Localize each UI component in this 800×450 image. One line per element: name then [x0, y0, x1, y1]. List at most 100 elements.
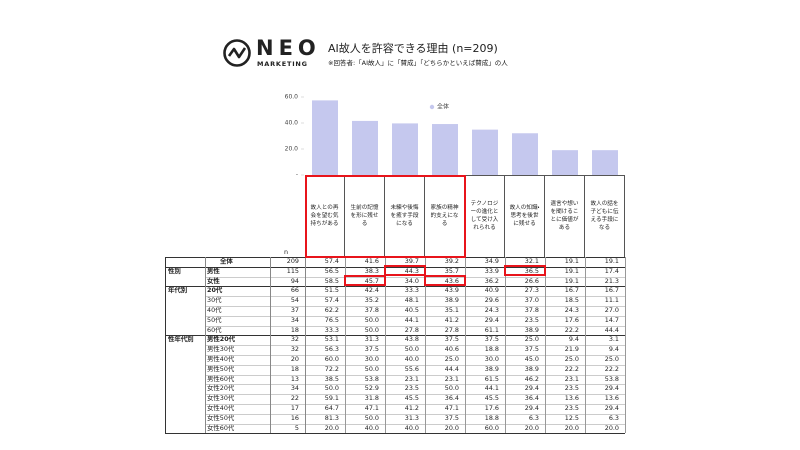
- cell-value: 37.0: [524, 296, 539, 305]
- bar: [392, 123, 418, 175]
- cell-value: 50.0: [364, 325, 379, 334]
- cell-value: 42.4: [364, 286, 379, 295]
- cell-value: 48.1: [404, 296, 419, 305]
- cell-value: 36.2: [484, 276, 499, 285]
- highlight: [384, 265, 426, 276]
- column-line: [385, 257, 386, 434]
- cell-value: 57.4: [324, 296, 339, 305]
- column-header: テクノロジーの進化として受け入れられる: [465, 175, 505, 257]
- cell-value: 50.0: [364, 413, 379, 422]
- table-bottom-line: [165, 433, 625, 435]
- cell-value: 30.0: [484, 355, 499, 363]
- table-left-line: [165, 257, 166, 434]
- column-line: [205, 257, 206, 434]
- cell-value: 23.1: [564, 374, 579, 383]
- cell-value: 9.4: [608, 345, 619, 354]
- cell-value: 62.2: [324, 306, 339, 314]
- cell-value: 23.5: [524, 315, 539, 324]
- row-n: 32: [290, 345, 299, 354]
- cell-value: 33.9: [484, 266, 499, 275]
- cell-value: 61.5: [484, 374, 499, 383]
- cell-value: 25.0: [604, 355, 619, 363]
- row-label: 60代: [207, 325, 222, 334]
- cell-value: 43.9: [444, 286, 459, 295]
- cell-value: 32.1: [524, 257, 539, 265]
- cell-value: 40.6: [444, 345, 459, 354]
- highlight: [344, 275, 386, 286]
- cell-value: 50.0: [364, 364, 379, 373]
- cell-value: 56.3: [324, 345, 339, 354]
- row-label: 男性20代: [207, 335, 236, 344]
- cell-value: 29.6: [484, 296, 499, 305]
- row-label: 30代: [207, 296, 222, 305]
- cell-value: 46.2: [524, 374, 539, 383]
- highlight: [504, 265, 546, 276]
- column-header: 未練や後悔を癒す手段になる: [385, 175, 425, 257]
- cell-value: 39.7: [404, 257, 419, 265]
- cell-value: 36.4: [524, 394, 539, 403]
- cell-value: 26.6: [524, 276, 539, 285]
- cell-value: 41.2: [444, 315, 459, 324]
- row-line: [205, 384, 625, 386]
- cell-value: 43.6: [444, 276, 459, 285]
- row-line: [205, 413, 625, 415]
- cell-value: 19.1: [564, 276, 579, 285]
- cell-value: 37.5: [524, 345, 539, 354]
- row-n: 18: [290, 325, 299, 334]
- cell-value: 29.4: [604, 404, 619, 412]
- cell-value: 11.1: [604, 296, 619, 305]
- row-line: [205, 355, 625, 356]
- cell-value: 64.7: [324, 404, 339, 412]
- cell-value: 38.9: [524, 325, 539, 334]
- cell-value: 20.0: [444, 423, 459, 432]
- cell-value: 60.0: [484, 423, 499, 432]
- cell-value: 50.0: [404, 345, 419, 354]
- cell-value: 29.4: [524, 384, 539, 393]
- cell-value: 52.9: [364, 384, 379, 393]
- row-n: 32: [290, 335, 299, 344]
- bar: [472, 129, 498, 175]
- cell-value: 55.6: [404, 364, 419, 373]
- row-label: 女性50代: [207, 413, 235, 422]
- bar: [512, 133, 538, 175]
- row-line: [205, 296, 625, 298]
- legend-label: 全体: [437, 103, 449, 111]
- bar: [312, 100, 338, 175]
- cell-value: 21.3: [604, 276, 619, 285]
- column-header: 故人の話を子どもに伝える手段になる: [585, 175, 625, 257]
- n-label: n: [284, 248, 289, 256]
- cell-value: 20.0: [604, 423, 619, 432]
- cell-value: 20.0: [524, 423, 539, 432]
- cell-value: 50.0: [324, 384, 339, 393]
- column-line: [425, 257, 426, 434]
- column-line: [545, 257, 546, 434]
- cell-value: 17.6: [484, 404, 499, 412]
- y-tick-label: -: [296, 172, 298, 179]
- cell-value: 38.3: [364, 266, 379, 275]
- cell-value: 37.5: [484, 335, 499, 344]
- cell-value: 57.4: [324, 257, 339, 265]
- cell-value: 53.1: [324, 335, 339, 344]
- cell-value: 27.3: [524, 286, 539, 295]
- legend-swatch: [429, 104, 435, 110]
- cell-value: 29.4: [524, 404, 539, 412]
- cell-value: 22.2: [564, 364, 579, 373]
- cell-value: 22.2: [604, 364, 619, 373]
- cell-value: 34.0: [404, 276, 419, 285]
- group-line: [165, 266, 625, 268]
- cell-value: 24.3: [564, 306, 579, 314]
- cell-value: 50.0: [444, 384, 459, 393]
- group-line: [165, 286, 625, 288]
- cell-value: 72.2: [324, 364, 339, 373]
- row-line: [205, 364, 625, 366]
- cell-value: 3.1: [608, 335, 619, 344]
- cell-value: 23.1: [444, 374, 459, 383]
- note: ※回答者:「AI故人」に「賛成」「どちらかといえば賛成」の人: [328, 59, 508, 67]
- cell-value: 23.5: [564, 384, 579, 393]
- cell-value: 38.9: [524, 364, 539, 373]
- cell-value: 45.0: [524, 355, 539, 363]
- row-n: 17: [290, 404, 299, 412]
- row-label: 女性: [207, 276, 220, 285]
- row-label: 全体: [220, 257, 233, 265]
